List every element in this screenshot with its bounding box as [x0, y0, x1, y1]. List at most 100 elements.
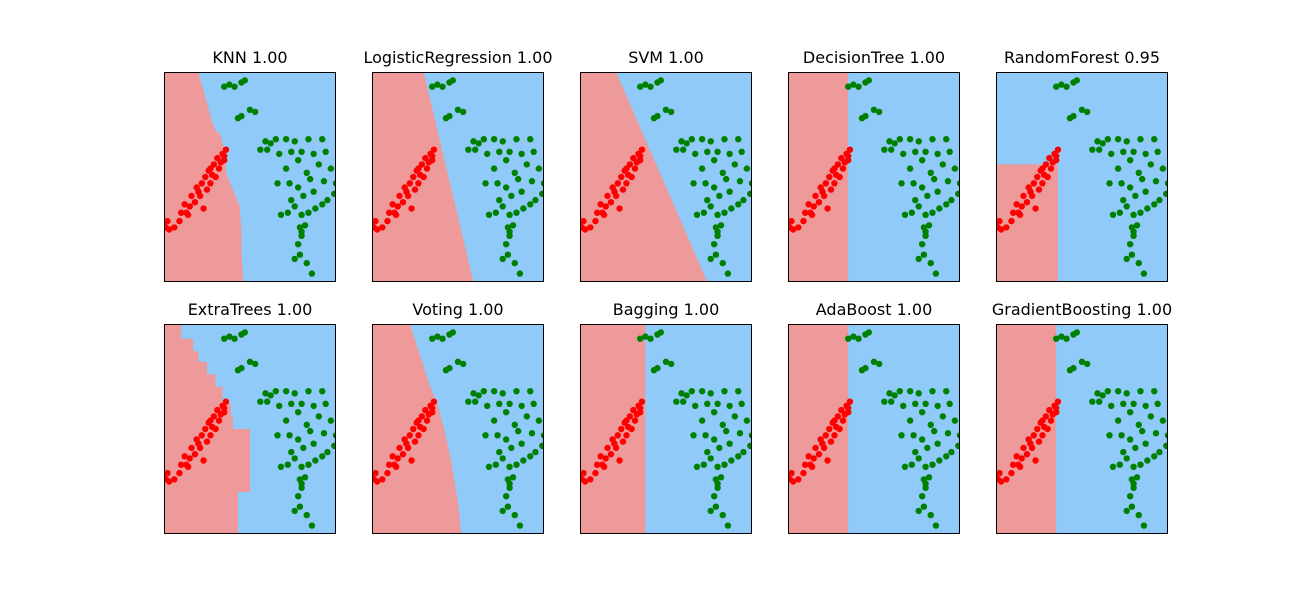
scatter-point-class-1: [508, 192, 515, 200]
scatter-point-class-0: [403, 188, 410, 195]
decision-region-class-0: [372, 324, 462, 534]
scatter-point-class-1: [721, 461, 728, 468]
scatter-point-class-0: [1044, 425, 1051, 433]
scatter-point-class-1: [264, 146, 271, 153]
scatter-point-class-0: [195, 188, 202, 195]
scatter-point-class-0: [812, 444, 819, 452]
panel-title: Voting 1.00: [412, 300, 503, 319]
scatter-point-class-1: [726, 440, 733, 447]
scatter-point-class-1: [272, 136, 279, 143]
scatter-point-class-1: [910, 180, 917, 187]
scatter-point-class-1: [523, 161, 530, 168]
scatter-point-class-0: [845, 152, 852, 160]
scatter-point-class-1: [459, 360, 467, 368]
scatter-point-class-0: [1030, 432, 1038, 439]
scatter-point-class-1: [257, 398, 264, 405]
scatter-point-class-1: [738, 400, 745, 407]
scatter-point-class-0: [181, 453, 188, 460]
scatter-point-class-1: [446, 364, 453, 372]
scatter-point-class-1: [504, 503, 512, 510]
scatter-point-class-0: [628, 173, 635, 181]
scatter-point-class-1: [927, 511, 934, 519]
scatter-point-class-1: [1151, 136, 1158, 143]
scatter-point-class-1: [276, 150, 283, 158]
scatter-point-class-1: [496, 448, 503, 456]
scatter-point-class-1: [920, 503, 928, 510]
scatter-point-class-1: [932, 522, 940, 529]
scatter-point-class-1: [723, 175, 730, 183]
scatter-point-class-1: [319, 453, 326, 460]
scatter-point-class-1: [1137, 136, 1144, 143]
scatter-point-class-0: [594, 209, 601, 216]
scatter-point-class-0: [202, 425, 209, 433]
scatter-point-class-1: [1154, 400, 1161, 407]
scatter-point-class-1: [310, 440, 317, 447]
scatter-point-class-1: [700, 461, 708, 468]
scatter-point-class-0: [580, 224, 585, 231]
scatter-point-class-0: [836, 173, 843, 181]
scatter-point-class-0: [1018, 455, 1025, 462]
scatter-points: [788, 77, 960, 277]
scatter-point-class-0: [384, 469, 391, 477]
scatter-point-class-1: [518, 150, 525, 158]
scatter-point-class-1: [673, 398, 680, 405]
scatter-point-class-1: [850, 333, 857, 340]
scatter-point-class-1: [1142, 402, 1149, 410]
scatter-point-class-1: [327, 165, 335, 172]
scatter-point-class-1: [1094, 138, 1101, 145]
scatter-point-class-0: [800, 217, 807, 225]
scatter-point-class-0: [430, 146, 438, 153]
scatter-point-class-0: [1039, 180, 1046, 187]
scatter-point-class-1: [539, 190, 544, 197]
scatter-point-class-1: [925, 474, 933, 481]
scatter-point-class-1: [924, 192, 931, 200]
scatter-point-class-0: [592, 217, 599, 225]
scatter-point-class-1: [506, 480, 513, 487]
scatter-point-class-1: [1104, 136, 1112, 143]
axes-frame: [372, 324, 544, 534]
scatter-point-class-1: [296, 503, 304, 510]
scatter-point-class-0: [1030, 180, 1038, 187]
scatter-point-class-0: [845, 404, 852, 412]
scatter-point-class-1: [637, 335, 644, 342]
scatter-point-class-1: [1078, 358, 1086, 365]
scatter-point-class-0: [807, 209, 814, 216]
scatter-point-class-1: [900, 150, 907, 158]
scatter-point-class-1: [1104, 388, 1112, 395]
scatter-point-class-1: [286, 432, 293, 439]
scatter-point-class-0: [415, 180, 422, 187]
scatter-point-class-1: [924, 444, 931, 452]
scatter-point-class-1: [1130, 463, 1137, 470]
scatter-point-class-0: [183, 461, 190, 468]
scatter-point-class-1: [922, 400, 929, 407]
scatter-point-class-0: [1015, 461, 1022, 468]
scatter-point-class-1: [698, 388, 706, 395]
scatter-point-class-0: [831, 180, 838, 187]
scatter-point-class-1: [845, 335, 852, 342]
decision-region-class-0: [788, 324, 849, 534]
scatter-point-class-1: [300, 444, 307, 452]
scatter-point-class-1: [446, 112, 453, 120]
scatter-point-class-1: [303, 259, 310, 267]
scatter-point-class-0: [810, 203, 817, 210]
scatter-point-class-1: [294, 493, 302, 500]
scatter-point-class-1: [726, 150, 733, 158]
scatter-point-class-1: [951, 417, 959, 424]
scatter-point-class-1: [502, 184, 510, 191]
scatter-point-class-0: [410, 173, 417, 181]
scatter-point-class-0: [176, 469, 183, 477]
scatter-point-class-1: [662, 106, 670, 114]
scatter-point-class-0: [394, 203, 401, 210]
scatter-point-class-0: [602, 203, 609, 210]
scatter-point-class-0: [602, 455, 609, 462]
scatter-point-class-0: [587, 224, 594, 231]
scatter-point-class-1: [291, 455, 298, 462]
scatter-point-class-1: [1156, 196, 1163, 204]
chart-panel: RandomForest 0.95: [996, 48, 1168, 282]
scatter-point-class-0: [171, 476, 178, 483]
scatter-point-class-1: [1126, 157, 1134, 164]
scatter-point-class-0: [429, 404, 436, 412]
scatter-point-class-0: [221, 152, 228, 160]
scatter-point-class-0: [1008, 469, 1015, 477]
